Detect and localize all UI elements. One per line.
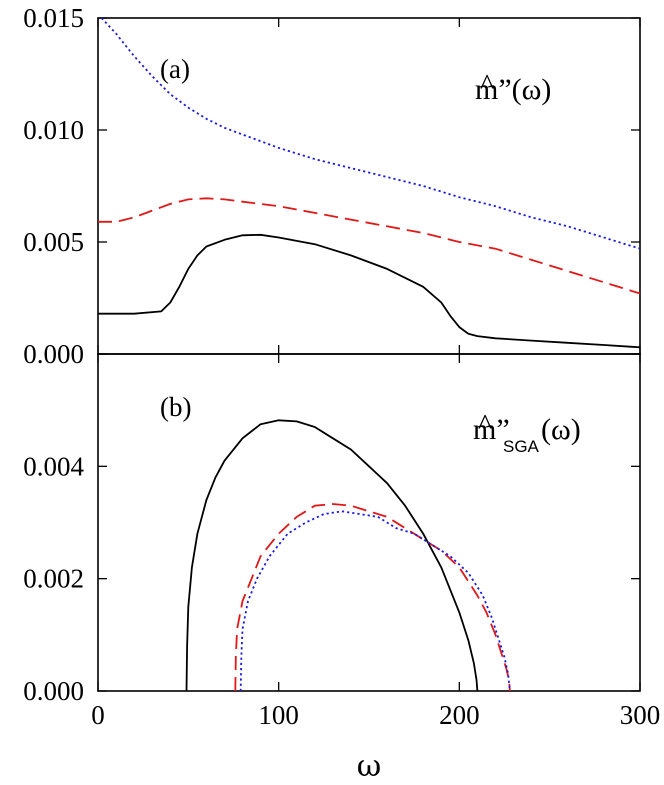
x-tick-label: 300 xyxy=(620,700,661,730)
x-axis-title: ω xyxy=(357,749,381,784)
panel-b-ylabel-hat: ^ xyxy=(478,408,492,441)
panel-b-tick-labels: 0.000 0.002 0.004 0 100 200 300 xyxy=(23,451,660,730)
panel-b-frame xyxy=(97,353,641,692)
y-tick-label: 0.000 xyxy=(23,676,84,706)
series-dotted-line xyxy=(100,17,641,250)
x-tick-label: 200 xyxy=(439,700,480,730)
panel-a-ylabel-text: m”(ω) xyxy=(475,73,551,106)
panel-b-ticks xyxy=(97,354,641,692)
y-tick-label: 0.004 xyxy=(23,451,84,481)
panel-b-series xyxy=(185,419,511,692)
panel-a-ylabel-hat: ^ xyxy=(480,68,494,101)
y-tick-label: 0.015 xyxy=(23,3,84,33)
x-tick-label: 100 xyxy=(258,700,299,730)
panel-b-ylabel-tail: (ω) xyxy=(541,413,581,446)
y-tick-label: 0.000 xyxy=(23,339,84,369)
panel-a-ticks xyxy=(97,17,641,355)
panel-a: 0.000 0.005 0.010 0.015 (a) ^ m”(ω) xyxy=(23,3,641,369)
panel-a-series xyxy=(98,17,641,349)
panel-a-ylabel: ^ m”(ω) xyxy=(475,68,551,106)
series-dotted-line xyxy=(239,510,511,692)
panel-b-ylabel-text: m” xyxy=(473,413,510,446)
panel-b-label: (b) xyxy=(160,392,191,422)
y-tick-label: 0.010 xyxy=(23,115,84,145)
x-tick-label: 0 xyxy=(91,700,105,730)
panel-b-ylabel: ^ m” SGA (ω) xyxy=(473,408,581,456)
y-tick-label: 0.002 xyxy=(23,564,84,594)
panel-b-ylabel-subscript: SGA xyxy=(503,437,540,456)
series-solid-line xyxy=(185,419,479,692)
panel-a-label: (a) xyxy=(160,54,190,84)
series-dashed-line xyxy=(98,197,641,295)
y-tick-label: 0.005 xyxy=(23,227,84,257)
panel-a-tick-labels: 0.000 0.005 0.010 0.015 xyxy=(23,3,84,369)
series-solid-line xyxy=(98,233,641,349)
series-dashed-line xyxy=(234,503,511,692)
panel-b: 0.000 0.002 0.004 0 100 200 300 (b) ^ m” SGA (… xyxy=(23,353,660,730)
